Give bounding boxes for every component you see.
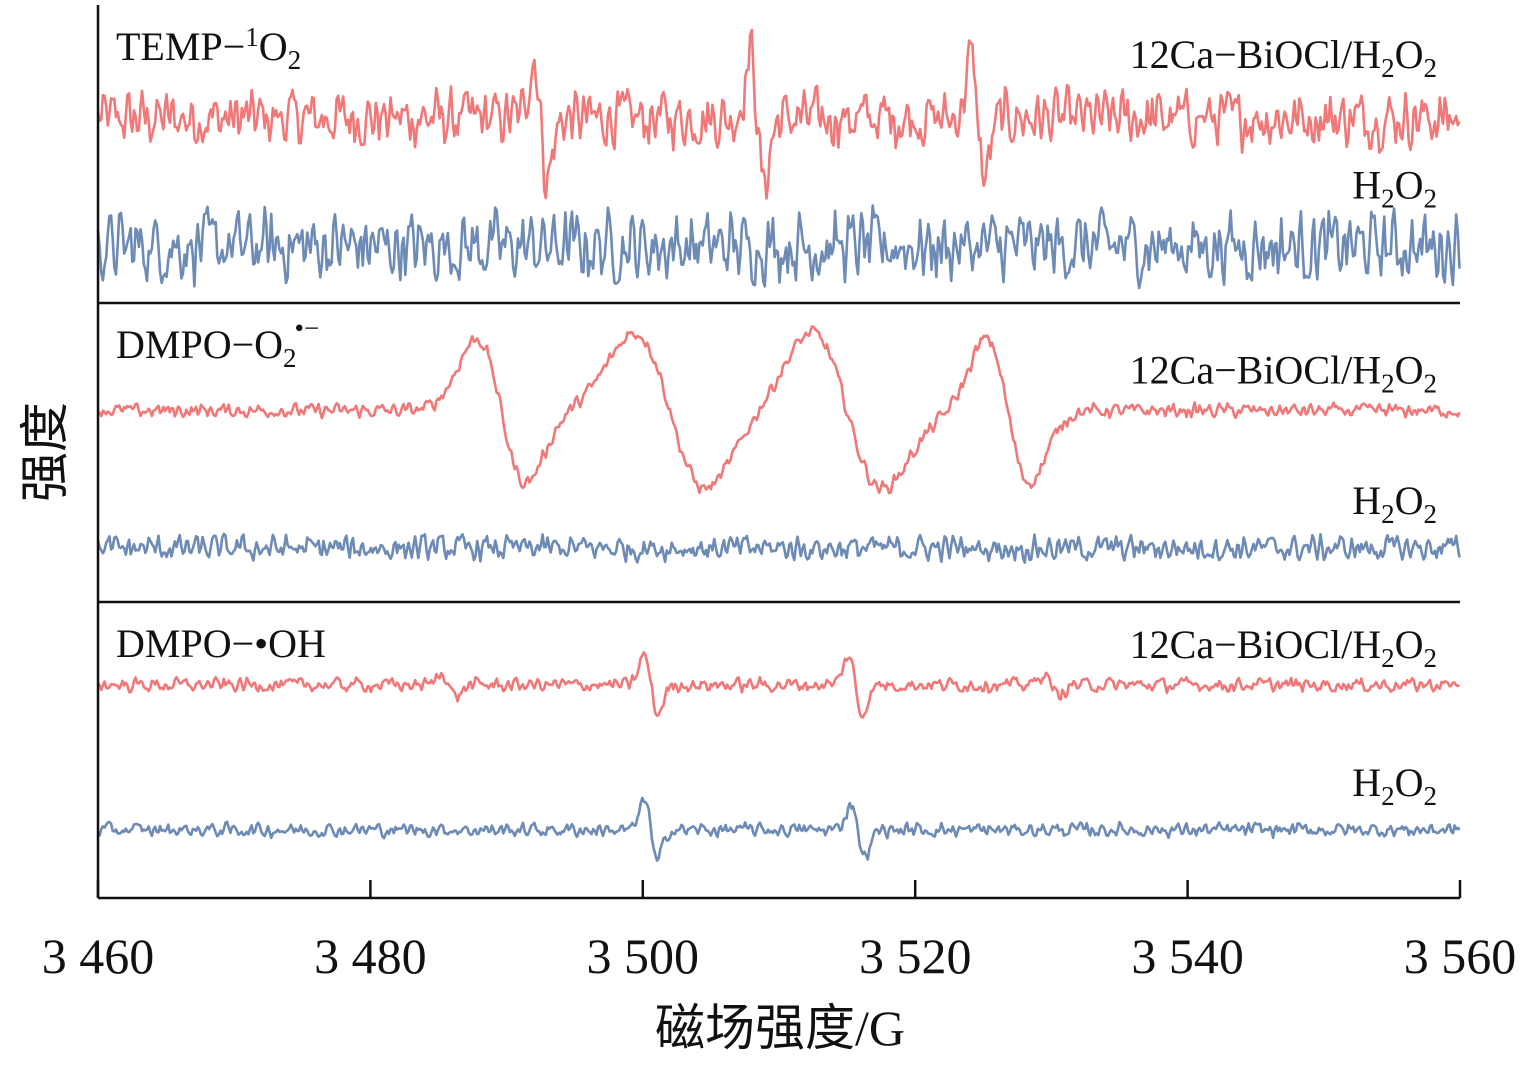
x-tick-label: 3 480 [314,928,427,984]
label-subscript: 2 [1381,643,1395,673]
series-label-0-control: H2O2 [1352,162,1437,213]
panel-label-0: TEMP−1O2 [116,22,301,75]
label-subscript: 2 [1381,781,1395,811]
label-part: 12Ca−BiOCl/H [1130,32,1381,77]
x-tick-label: 3 540 [1131,928,1244,984]
label-subscript: 2 [1381,369,1395,399]
label-subscript: 2 [1381,183,1395,213]
label-part: 12Ca−BiOCl/H [1130,622,1381,667]
panel-label-1: DMPO−O2•− [116,313,319,373]
label-part: O [1395,162,1424,207]
label-subscript: 2 [1424,53,1438,83]
label-subscript: 2 [1424,369,1438,399]
label-subscript: 2 [1381,499,1395,529]
label-part: O [1395,622,1424,667]
label-part: H [1352,162,1381,207]
series-1-control [96,532,1461,564]
label-part: 12Ca−BiOCl/H [1130,348,1381,393]
series-label-1-sample: 12Ca−BiOCl/H2O2 [1130,348,1437,399]
label-part: O [1395,32,1424,77]
label-subscript: 2 [283,343,297,373]
label-part: O [1395,348,1424,393]
x-tick-label: 3 500 [587,928,700,984]
label-part: DMPO−O [116,322,283,367]
label-subscript: 2 [1424,781,1438,811]
label-superscript: 1 [245,22,259,52]
label-part: DMPO−•OH [116,621,326,666]
y-axis-label: 强度 [17,402,73,502]
series-2-sample [96,651,1460,719]
series-label-2-sample: 12Ca−BiOCl/H2O2 [1130,622,1437,673]
label-superscript: •− [295,313,320,343]
series-label-2-control: H2O2 [1352,760,1437,811]
series-0-control [96,204,1461,290]
label-subscript: 2 [1424,183,1438,213]
series-label-0-sample: 12Ca−BiOCl/H2O2 [1130,32,1437,83]
label-subscript: 2 [1381,53,1395,83]
label-subscript: 2 [1424,643,1438,673]
x-tick-label: 3 560 [1404,928,1517,984]
label-part: H [1352,760,1381,805]
panel-label-2: DMPO−•OH [116,621,326,666]
labels: 12Ca−BiOCl/H2O2H2O2TEMP−1O212Ca−BiOCl/H2… [116,22,1437,811]
series-0-sample [96,28,1461,200]
label-part: O [1395,760,1424,805]
x-axis-label: 磁场强度/G [655,1000,905,1056]
series-label-1-control: H2O2 [1352,478,1437,529]
label-subscript: 2 [1424,499,1438,529]
label-part: O [1395,478,1424,523]
series-2-control [96,796,1461,862]
label-part: O [259,24,288,69]
x-tick-label: 3 460 [42,928,155,984]
x-tick-label: 3 520 [859,928,972,984]
label-subscript: 2 [288,45,302,75]
label-part: H [1352,478,1381,523]
traces [96,28,1461,862]
axes: 3 460 3 480 3 500 3 520 3 540 3 560 [42,5,1517,984]
series-1-sample [97,325,1461,495]
label-part: TEMP− [116,24,245,69]
